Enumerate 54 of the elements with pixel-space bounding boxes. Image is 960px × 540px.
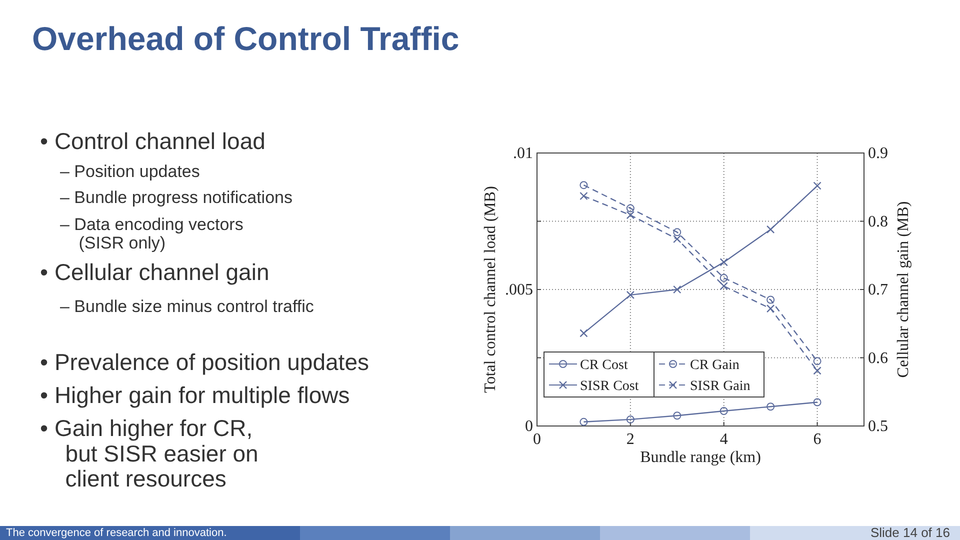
text: Overhead of Control Traffic [32, 20, 460, 57]
point [766, 225, 775, 234]
point [673, 285, 682, 294]
legend-label: CR Gain [690, 358, 740, 373]
y-tick-label: .005 [505, 282, 533, 298]
text: • Cellular channel gain [40, 259, 270, 285]
y-tick-label: .01 [513, 145, 533, 162]
point [626, 415, 634, 424]
legend-label: SISR Cost [580, 379, 639, 394]
point [720, 274, 728, 282]
point [626, 211, 635, 220]
point [673, 412, 682, 420]
point [813, 182, 822, 190]
point [673, 228, 682, 236]
text: • Gain higher for CR, but SISR easier on client resources [40, 415, 258, 492]
x-tick-label: 2 [626, 431, 634, 448]
point [580, 181, 588, 190]
point [813, 366, 822, 375]
legend-label: SISR Gain [690, 379, 750, 394]
text: – Position updates [60, 162, 200, 181]
point [720, 406, 728, 415]
text: The convergence of research and innovation. [6, 527, 227, 539]
point [673, 234, 682, 244]
y2-axis-title: Cellular channel gain (MB) [895, 201, 912, 378]
text: – Data encoding vectors (SISR only) [60, 215, 244, 253]
y2-tick-label: 0.9 [868, 145, 888, 162]
point [766, 304, 775, 313]
x-tick-label: 6 [813, 431, 822, 448]
text: • Prevalence of position updates [40, 349, 369, 375]
point [813, 398, 822, 406]
y2-tick-label: 0.5 [868, 418, 888, 435]
point [626, 290, 635, 300]
text: • Higher gain for multiple flows [40, 382, 350, 408]
y-axis-title: Total control channel load (MB) [482, 186, 499, 393]
text: Slide 14 of 16 [870, 525, 950, 540]
x-axis-title: Bundle range (km) [640, 449, 761, 466]
point [626, 204, 634, 212]
text: – Bundle progress notifications [60, 188, 292, 207]
point [720, 258, 728, 266]
point [766, 296, 775, 304]
legend-label: CR Cost [580, 358, 628, 373]
y-tick-label: 0 [525, 418, 533, 435]
text: • Control channel load [40, 128, 266, 154]
point [720, 282, 728, 290]
point [580, 418, 588, 426]
point [766, 402, 775, 411]
y2-tick-label: 0.8 [868, 213, 888, 230]
y2-tick-label: 0.7 [868, 282, 888, 298]
point [813, 357, 822, 366]
point [580, 329, 588, 338]
text: – Bundle size minus control traffic [60, 297, 314, 316]
point [580, 192, 588, 200]
y2-tick-label: 0.6 [868, 350, 888, 367]
x-tick-label: 4 [720, 431, 728, 448]
